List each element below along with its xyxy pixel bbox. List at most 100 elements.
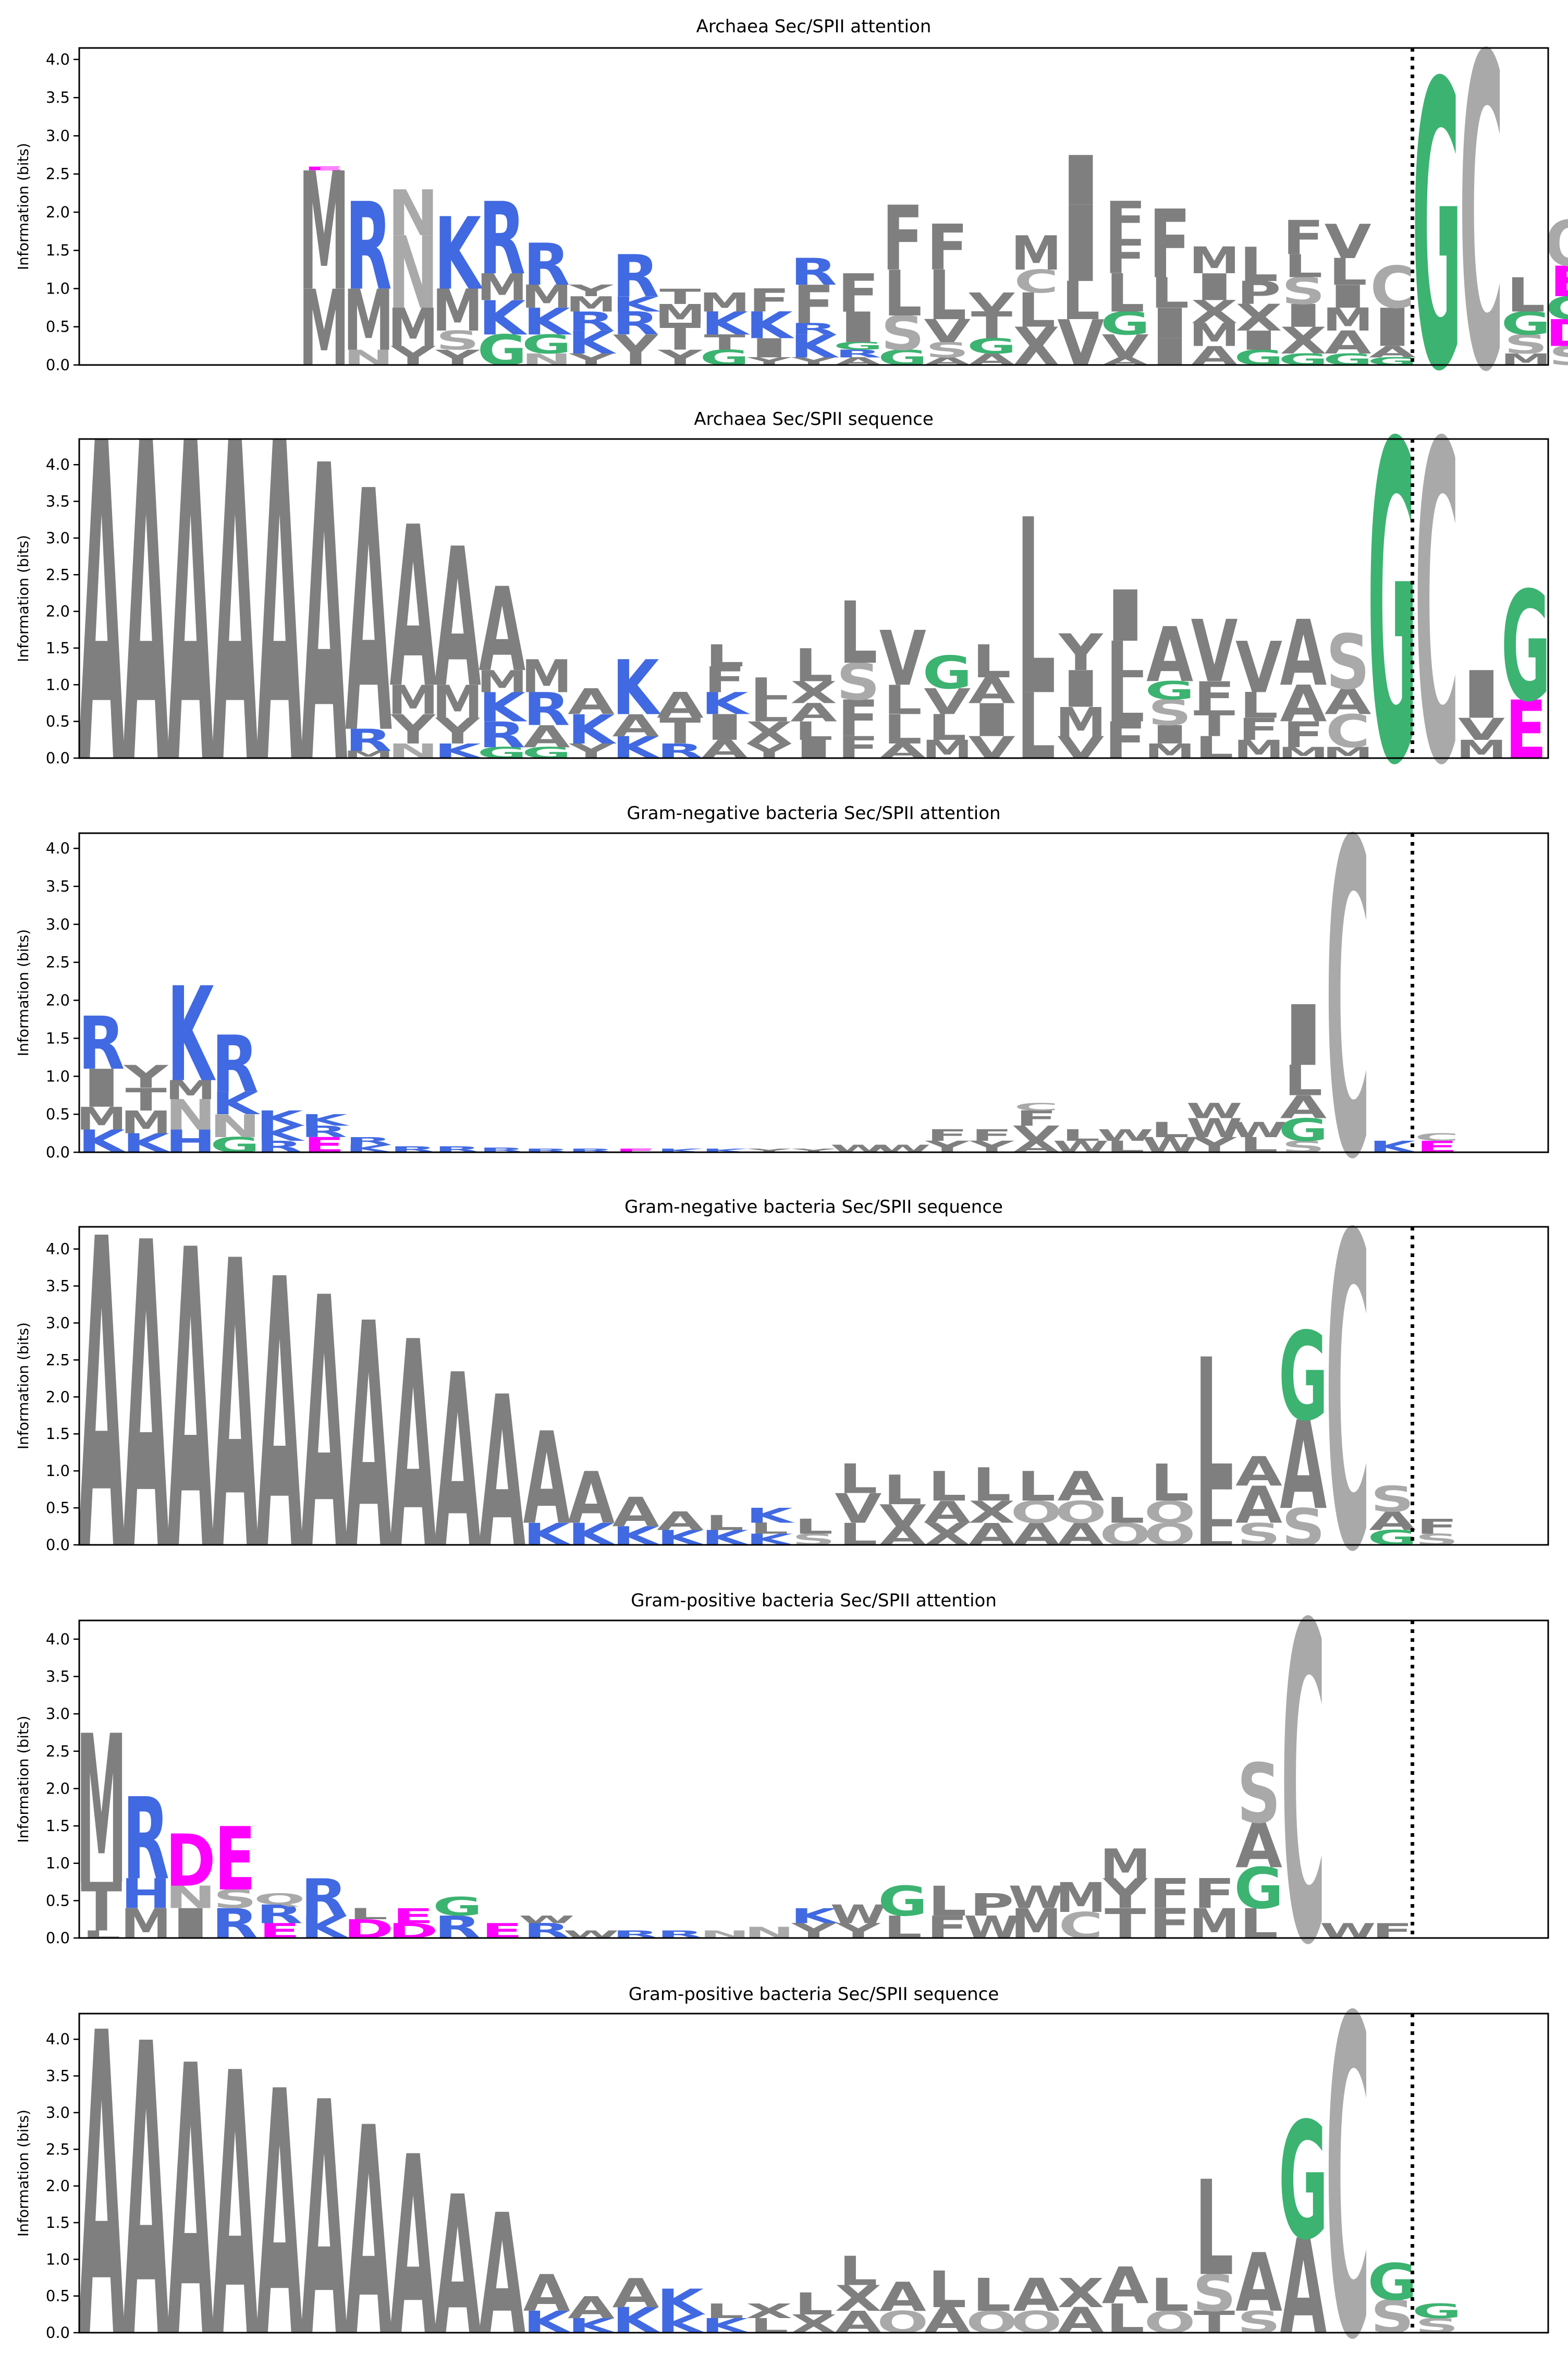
logo-letter: L	[1017, 468, 1056, 749]
logo-letter: L	[1240, 237, 1278, 292]
logo-letter: M	[1456, 735, 1506, 764]
logo-letter: R	[212, 1019, 258, 1110]
logo-letter: R	[123, 1774, 169, 1905]
logo-letter: L	[973, 1459, 1011, 1511]
logo-letter: A	[879, 1521, 926, 1551]
logo-letter: C	[1370, 254, 1414, 322]
logo-letter: N	[388, 177, 438, 250]
logo-letter: T	[659, 316, 701, 359]
logo-letter: I	[701, 707, 749, 748]
logo-letter: V	[1057, 730, 1104, 765]
logo-letter: L	[1195, 730, 1234, 765]
logo-letter: K	[612, 2300, 661, 2341]
logo-letter: T	[81, 1869, 122, 1946]
logo-letter: S	[1237, 1746, 1281, 1842]
logo-letter: R	[479, 715, 525, 755]
logo-letter: I	[167, 1900, 215, 1948]
logo-letter: K	[657, 2282, 706, 2323]
logo-letter: K	[657, 1527, 706, 1550]
logo-letter: A	[479, 2179, 525, 2365]
logo-letter: F	[1194, 1871, 1235, 1918]
y-tick-label: 3.5	[46, 493, 70, 510]
logo-letter: L	[1106, 263, 1145, 324]
logo-letter: E	[303, 165, 345, 172]
logo-letter: R	[790, 251, 837, 294]
logo-letter: F	[1194, 673, 1235, 720]
logo-letter: W	[1097, 1126, 1153, 1144]
logo-letter: E	[1550, 257, 1568, 306]
logo-letter: E	[393, 1904, 434, 1928]
logo-letter: K	[790, 1904, 839, 1928]
logo-letter: L	[1150, 2269, 1189, 2322]
logo-letter: A	[523, 1405, 570, 1553]
y-tick-label: 0.5	[46, 1499, 70, 1517]
logo-letter: A	[1235, 1477, 1282, 1535]
logo-letter: L	[928, 708, 966, 748]
logo-letter: M	[655, 299, 705, 329]
y-tick-label: 0.0	[46, 749, 70, 767]
logo-letter: Y	[746, 740, 792, 763]
logo-letter: S	[837, 653, 880, 712]
logo-letter: A	[434, 508, 482, 730]
y-tick-label: 2.5	[46, 165, 70, 183]
logo-panel: Gram-positive bacteria Sec/SPII attentio…	[15, 1535, 1549, 2041]
logo-letter: G	[1367, 2253, 1417, 2312]
logo-letter: K	[612, 644, 661, 732]
logo-letter: K	[701, 305, 750, 342]
logo-letter: A	[1191, 341, 1238, 371]
logo-letter: F	[1283, 715, 1324, 755]
y-tick-label: 1.0	[46, 676, 70, 693]
logo-letter: A	[434, 1324, 482, 1602]
logo-letter: L	[349, 1905, 388, 1923]
logo-letter: S	[1281, 1498, 1325, 1557]
logo-letter: A	[523, 719, 570, 754]
y-tick-label: 4.0	[46, 1630, 70, 1648]
logo-letter: I	[1146, 300, 1194, 348]
y-tick-label: 3.5	[46, 877, 70, 895]
logo-letter: A	[256, 2021, 303, 2365]
logo-letter: S	[925, 338, 969, 362]
logo-letter: A	[434, 2156, 482, 2365]
logo-letter: S	[1237, 1517, 1281, 1552]
logo-letter: I	[78, 1059, 126, 1119]
logo-letter: L	[1150, 1118, 1189, 1142]
logo-letter: K	[746, 304, 795, 347]
logo-letter: C	[1415, 353, 1459, 862]
logo-letter: N	[165, 1091, 216, 1140]
logo-letter: K	[523, 1517, 573, 1552]
panel-title: Archaea Sec/SPII sequence	[694, 409, 934, 430]
logo-letter: G	[834, 340, 883, 352]
logo-letter: K	[568, 706, 617, 753]
logo-letter: A	[212, 353, 259, 862]
logo-letter: S	[436, 326, 480, 356]
logo-letter: A	[924, 1495, 971, 1530]
y-tick-label: 4.0	[46, 2030, 70, 2048]
logo-letter: A	[389, 2105, 437, 2365]
y-tick-label: 4.0	[46, 51, 70, 68]
logo-letter: R	[568, 1148, 614, 1154]
logo-letter: A	[568, 682, 615, 723]
logo-letter: M	[521, 650, 572, 703]
logo-letter: M	[165, 1075, 216, 1105]
logo-letter: S	[1237, 2305, 1281, 2339]
logo-letter: R	[434, 1909, 481, 1945]
logo-letter: M	[299, 269, 349, 390]
y-tick-label: 2.0	[46, 203, 70, 221]
logo-letter: D	[388, 1919, 438, 1943]
logo-letter: R	[301, 1123, 347, 1141]
logo-letter: L	[928, 1878, 966, 1925]
logo-letter: O	[1011, 1495, 1062, 1530]
logo-letter: M	[1145, 740, 1195, 763]
logo-letter: A	[1013, 2269, 1060, 2322]
y-tick-label: 2.5	[46, 1742, 70, 1760]
panel-title: Archaea Sec/SPII attention	[696, 16, 932, 37]
logo-letter: C	[1281, 1535, 1326, 2041]
logo-letter: M	[1100, 1840, 1150, 1888]
logo-letter: A	[301, 2034, 348, 2365]
logo-letter: V	[1191, 602, 1238, 701]
logo-letter: L	[1329, 251, 1367, 294]
logo-letter: K	[790, 328, 839, 364]
logo-letter: O	[1144, 1495, 1196, 1530]
logo-letter: A	[1235, 2237, 1282, 2331]
logo-letter: W	[1231, 1118, 1287, 1142]
